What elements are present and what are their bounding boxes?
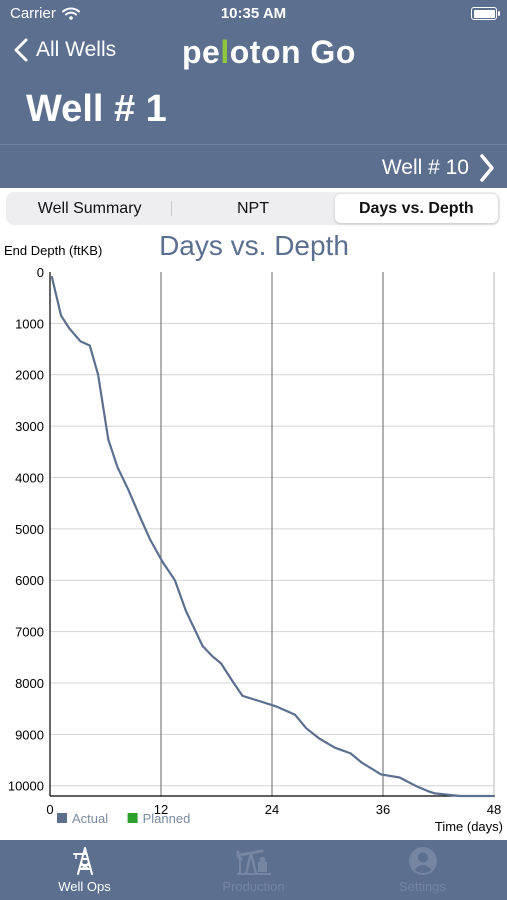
y-axis-label: End Depth (ftKB) bbox=[4, 243, 102, 258]
chart-axes bbox=[49, 272, 495, 797]
y-tick-label: 10000 bbox=[8, 779, 44, 794]
bottom-tab-bar: Well Ops Production Settings bbox=[0, 840, 507, 900]
back-button[interactable]: All Wells bbox=[14, 38, 116, 62]
view-segmented-control: Well Summary NPT Days vs. Depth bbox=[6, 192, 500, 225]
status-bar: Carrier 10:35 AM bbox=[0, 0, 507, 30]
chart-grid bbox=[50, 272, 494, 796]
carrier-indicator: Carrier bbox=[10, 5, 80, 22]
page-title: Well # 1 bbox=[26, 88, 167, 130]
wifi-icon bbox=[61, 7, 80, 20]
y-tick-label: 4000 bbox=[15, 470, 44, 485]
next-well-label: Well # 10 bbox=[381, 156, 469, 179]
days-vs-depth-chart: 0 1000 2000 3000 4000 5000 6000 7000 8000 9000 100… bbox=[4, 230, 503, 834]
next-well-bar: Well # 10 bbox=[0, 144, 507, 188]
x-tick-labels: 0 12 24 36 48 bbox=[46, 802, 501, 817]
segment-well-summary[interactable]: Well Summary bbox=[37, 199, 142, 217]
y-tick-labels: 0 1000 2000 3000 4000 5000 6000 7000 8000 9000 100… bbox=[8, 265, 44, 794]
battery-icon bbox=[471, 7, 500, 20]
back-label: All Wells bbox=[36, 38, 117, 61]
y-tick-label: 5000 bbox=[15, 522, 44, 537]
chart-series bbox=[50, 275, 496, 798]
tab-well-ops-label: Well Ops bbox=[58, 879, 111, 894]
x-tick-label: 48 bbox=[487, 802, 501, 817]
chart-title: Days vs. Depth bbox=[159, 230, 349, 261]
person-icon bbox=[408, 847, 437, 875]
legend-label-planned: Planned bbox=[143, 811, 191, 826]
x-tick-label: 12 bbox=[154, 802, 168, 817]
pumpjack-icon bbox=[235, 849, 271, 875]
tab-well-ops[interactable]: Well Ops bbox=[0, 840, 169, 900]
legend-label-actual: Actual bbox=[72, 811, 108, 826]
chevron-right-icon bbox=[480, 154, 494, 182]
x-tick-label: 24 bbox=[265, 802, 279, 817]
segment-npt[interactable]: NPT bbox=[171, 194, 334, 223]
y-tick-label: 8000 bbox=[15, 676, 44, 691]
segment-days-vs-depth[interactable]: Days vs. Depth bbox=[334, 194, 498, 223]
tab-settings[interactable]: Settings bbox=[338, 840, 507, 900]
y-tick-label: 7000 bbox=[15, 625, 44, 640]
series-line-actual bbox=[50, 275, 496, 798]
status-time: 10:35 AM bbox=[220, 5, 287, 22]
header: Carrier 10:35 AM All Wells peloton Go We… bbox=[0, 0, 507, 188]
x-tick-label: 0 bbox=[46, 802, 53, 817]
chart-legend: Actual Planned bbox=[57, 811, 190, 826]
y-tick-label: 2000 bbox=[15, 368, 44, 383]
x-tick-label: 36 bbox=[376, 802, 390, 817]
chevron-left-icon bbox=[14, 38, 28, 62]
y-tick-label: 1000 bbox=[15, 316, 44, 331]
app-logo: peloton Go bbox=[182, 34, 356, 70]
y-tick-label: 6000 bbox=[15, 573, 44, 588]
tab-production-label: Production bbox=[222, 879, 285, 894]
tab-settings-label: Settings bbox=[399, 879, 446, 894]
y-tick-label: 0 bbox=[37, 265, 44, 280]
tab-production[interactable]: Production bbox=[169, 840, 338, 900]
legend-swatch-actual bbox=[57, 813, 67, 823]
x-axis-label: Time (days) bbox=[435, 819, 503, 834]
y-tick-label: 3000 bbox=[15, 419, 44, 434]
derrick-icon bbox=[72, 847, 93, 875]
y-tick-label: 9000 bbox=[15, 727, 44, 742]
carrier-label: Carrier bbox=[10, 5, 56, 22]
legend-swatch-planned bbox=[127, 813, 138, 823]
next-well-button[interactable]: Well # 10 bbox=[382, 153, 495, 183]
